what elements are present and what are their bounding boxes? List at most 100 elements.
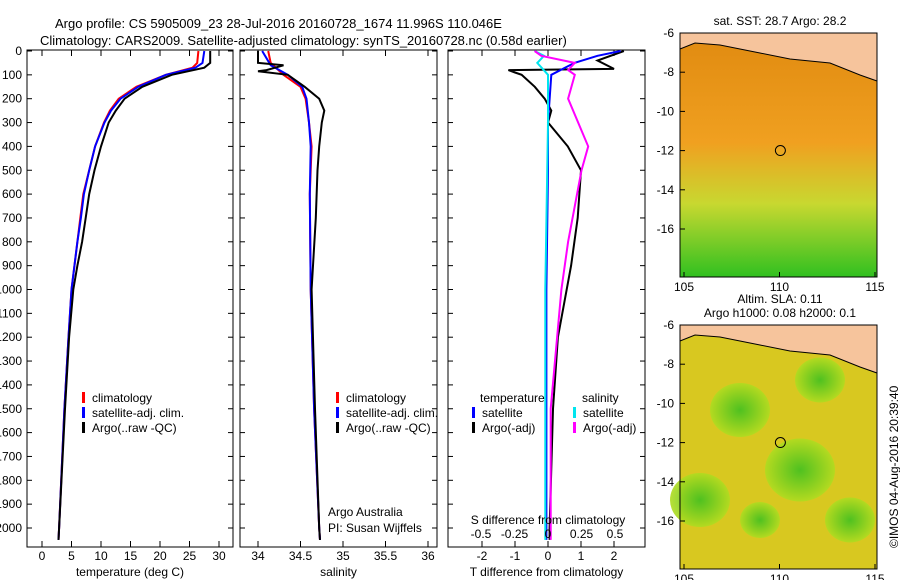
y-tick-label: -8 [663,357,674,371]
argo-position-marker [774,145,786,157]
y-tick-label: 1300 [0,354,22,368]
sla-anomaly [765,438,835,502]
x-axis-label: salinity [320,565,357,579]
legend-swatch [336,392,339,403]
x-axis-label: T difference from climatology [470,565,624,579]
y-tick-label: -16 [657,222,675,236]
y-tick-label: 2000 [0,521,22,535]
sla-anomaly [710,383,770,437]
x-tick-label-2: 0.25 [570,527,594,541]
legend-swatch [472,407,475,418]
y-tick-label: -10 [657,396,675,410]
y-tick-label: 700 [2,211,22,225]
x-tick-label: 15 [124,549,138,563]
series-satellite [57,50,206,540]
x-tick-label: 5 [68,549,75,563]
y-tick-label: -12 [657,436,675,450]
sla-anomaly [795,357,845,403]
y-tick-label: 1600 [0,426,22,440]
x-tick-label: 35 [336,549,350,563]
x-tick-label: 105 [674,280,694,294]
y-tick-label: -12 [657,144,675,158]
y-tick-label: -8 [663,65,674,79]
y-tick-label: -6 [663,26,674,40]
y-tick-label: -16 [657,514,675,528]
y-tick-label: 600 [2,187,22,201]
sla-anomaly [740,502,780,538]
series-argo [257,51,326,540]
legend-label: Argo(-adj) [583,421,636,435]
y-tick-label: 1400 [0,378,22,392]
legend-title-temperature: temperature [480,391,545,405]
title-line-2: Climatology: CARS2009. Satellite-adjuste… [40,33,567,48]
y-tick-label: 400 [2,139,22,153]
x-axis-label-2: S difference from climatology [471,513,626,527]
legend-swatch [573,407,576,418]
x-tick-label: 34.5 [289,549,313,563]
x-tick-label: 25 [183,549,197,563]
x-tick-label-2: -0.25 [501,527,529,541]
y-tick-label: 1100 [0,306,22,320]
x-tick-label: 1 [578,549,585,563]
y-tick-label: 200 [2,92,22,106]
legend-swatch [336,407,339,418]
x-tick-label: 10 [94,549,108,563]
series-argo [57,51,212,540]
series-climatology [57,50,200,540]
x-tick-label: 36 [421,549,435,563]
y-tick-label: -14 [657,183,675,197]
y-tick-label: -10 [657,104,675,118]
sst-map-frame [679,32,878,278]
map-title: sat. SST: 28.7 Argo: 28.2 [714,14,847,28]
y-tick-label: 800 [2,235,22,249]
y-tick-label: 900 [2,259,22,273]
x-tick-label: -2 [477,549,488,563]
legend-swatch [573,422,576,433]
legend-label: satellite [482,406,523,420]
x-tick-label: 34 [251,549,265,563]
x-tick-label: 110 [770,572,789,580]
legend-title-salinity: salinity [582,391,619,405]
sla-anomaly [670,473,730,527]
x-tick-label: 2 [611,549,618,563]
x-tick-label: 110 [770,280,789,294]
series-s-satellite [534,50,549,540]
map-title: Altim. SLA: 0.11 [737,292,822,306]
x-tick-label: 30 [212,549,226,563]
credit: ©IMOS 04-Aug-2016 20:39:40 [887,385,900,548]
panel-frame-differences [447,49,646,548]
legend-swatch [472,422,475,433]
x-tick-label-2: -0.5 [471,527,492,541]
legend-label: satellite [583,406,624,420]
y-tick-label: 100 [2,68,22,82]
legend-label: Argo(-adj) [482,421,535,435]
legend-label: satellite-adj. clim. [92,406,184,420]
y-tick-label: 0 [15,44,22,58]
title-line-1: Argo profile: CS 5905009_23 28-Jul-2016 … [55,16,502,31]
y-tick-label: 1700 [0,449,22,463]
x-tick-label: 20 [153,549,167,563]
x-tick-label-2: 0 [545,527,552,541]
y-tick-label: 1800 [0,473,22,487]
legend-label: satellite-adj. clim. [346,406,438,420]
y-tick-label: 1200 [0,330,22,344]
annotation-pi: PI: Susan Wijffels [328,521,422,535]
y-tick-label: 1500 [0,402,22,416]
legend-label: Argo(..raw -QC) [92,421,177,435]
legend-swatch [82,422,85,433]
legend-label: climatology [346,391,406,405]
legend-swatch [336,422,339,433]
panel-frame-temperature [26,49,234,548]
series-s-argo [534,50,590,540]
x-tick-label: 115 [865,280,884,294]
y-tick-label: 500 [2,163,22,177]
y-tick-label: -14 [657,475,675,489]
panel-frame-salinity [239,49,438,548]
annotation-institution: Argo Australia [328,505,403,519]
argo-position-marker [774,437,786,449]
y-tick-label: 1900 [0,497,22,511]
x-tick-label: 0 [545,549,552,563]
legend-label: Argo(..raw -QC) [346,421,431,435]
series-t-argo [508,50,625,540]
x-tick-label: 115 [865,572,884,580]
